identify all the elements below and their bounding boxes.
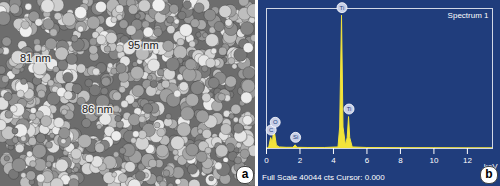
svg-text:6: 6 — [365, 156, 370, 165]
svg-text:8: 8 — [398, 156, 403, 165]
svg-text:Ti: Ti — [347, 106, 352, 112]
html-text:b: b — [485, 167, 493, 181]
svg-text:86 nm: 86 nm — [82, 103, 113, 115]
svg-text:C: C — [269, 127, 274, 133]
svg-text:12: 12 — [463, 156, 472, 165]
svg-text:10: 10 — [429, 156, 438, 165]
svg-text:81 nm: 81 nm — [20, 52, 51, 64]
svg-text:Spectrum 1: Spectrum 1 — [448, 11, 489, 20]
svg-text:Ti: Ti — [340, 5, 345, 11]
html-text:a: a — [241, 167, 249, 181]
svg-text:O: O — [273, 119, 278, 125]
svg-text:2: 2 — [298, 156, 303, 165]
html-text:Full Scale 40044 cts Cursor: 0: Full Scale 40044 cts Cursor: 0.000 — [262, 173, 385, 182]
svg-text:Si: Si — [293, 134, 298, 140]
svg-text:0: 0 — [264, 156, 269, 165]
svg-text:95 nm: 95 nm — [128, 39, 159, 51]
svg-text:4: 4 — [331, 156, 336, 165]
